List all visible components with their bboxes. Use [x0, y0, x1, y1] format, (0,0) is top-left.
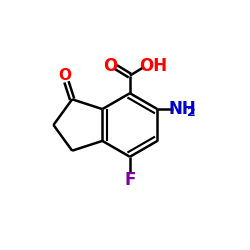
- Text: O: O: [103, 57, 118, 75]
- Text: F: F: [124, 171, 136, 189]
- Text: OH: OH: [139, 57, 167, 75]
- Text: 2: 2: [186, 106, 195, 118]
- Text: O: O: [58, 68, 71, 83]
- Text: NH: NH: [169, 100, 196, 117]
